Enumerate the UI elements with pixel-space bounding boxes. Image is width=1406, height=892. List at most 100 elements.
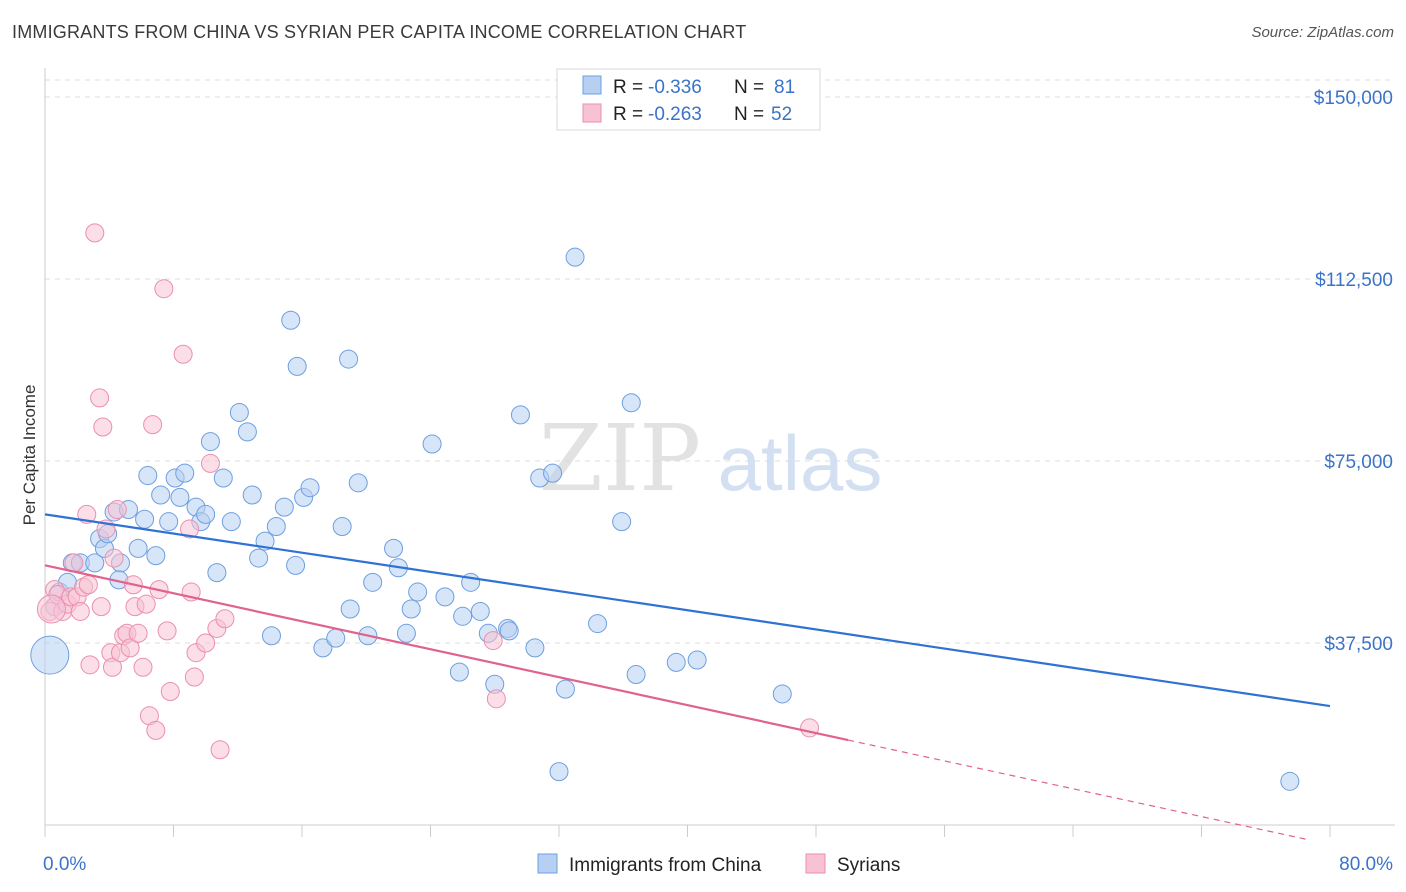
bottom-legend-label-china: Immigrants from China bbox=[569, 855, 762, 876]
china-point bbox=[621, 393, 641, 413]
china-point bbox=[453, 606, 473, 626]
syrian-point bbox=[91, 597, 111, 617]
syrian-point bbox=[184, 667, 204, 687]
syrian-point bbox=[104, 548, 124, 568]
china-point bbox=[687, 650, 707, 670]
syrian-point bbox=[196, 633, 216, 653]
china-point bbox=[384, 538, 404, 558]
china-point bbox=[401, 599, 421, 619]
china-point bbox=[510, 405, 530, 425]
trendline-syrians-extension bbox=[847, 739, 1307, 840]
legend-r-label: R = bbox=[613, 104, 643, 125]
syrian-point bbox=[85, 223, 105, 243]
china-point bbox=[249, 548, 269, 568]
china-point bbox=[286, 555, 306, 575]
syrian-point bbox=[210, 740, 230, 760]
china-point bbox=[565, 247, 585, 267]
syrian-point bbox=[173, 344, 193, 364]
series-immigrants-from-china bbox=[30, 247, 1300, 791]
grid bbox=[45, 79, 1395, 644]
china-point bbox=[261, 626, 281, 646]
china-point bbox=[200, 432, 220, 452]
china-point bbox=[449, 662, 469, 682]
china-point bbox=[666, 652, 686, 672]
china-point bbox=[499, 621, 519, 641]
y-axis-label: Per Capita Income bbox=[20, 385, 39, 526]
syrian-point bbox=[128, 623, 148, 643]
syrian-point bbox=[70, 601, 90, 621]
china-point bbox=[555, 679, 575, 699]
china-point bbox=[159, 512, 179, 532]
legend-swatch-china bbox=[582, 75, 602, 95]
china-point bbox=[266, 517, 286, 537]
china-point bbox=[772, 684, 792, 704]
china-point bbox=[237, 422, 257, 442]
syrian-point bbox=[160, 682, 180, 702]
x-tick-label: 80.0% bbox=[1339, 854, 1393, 875]
watermark-zip: ZIP bbox=[539, 405, 701, 512]
legend-n-label: N = bbox=[734, 104, 764, 125]
syrian-point bbox=[800, 718, 820, 738]
syrian-point bbox=[143, 415, 163, 435]
china-point bbox=[30, 635, 70, 675]
china-point bbox=[348, 473, 368, 493]
legend-n-value: 52 bbox=[771, 104, 792, 125]
trendline-china bbox=[44, 513, 1331, 708]
china-point bbox=[470, 601, 490, 621]
legend-swatch-syrians bbox=[582, 103, 602, 123]
china-point bbox=[626, 665, 646, 685]
legend-n-label: N = bbox=[734, 77, 764, 98]
series-legend: Immigrants from China Syrians bbox=[537, 853, 900, 876]
china-point bbox=[1280, 771, 1300, 791]
china-point bbox=[85, 553, 105, 573]
x-tick-label: 0.0% bbox=[43, 854, 86, 875]
syrian-point bbox=[486, 689, 506, 709]
syrian-point bbox=[146, 720, 166, 740]
syrian-point bbox=[36, 594, 66, 624]
x-tick-labels: 0.0% 80.0% bbox=[43, 854, 1393, 875]
bottom-legend-swatch-china bbox=[537, 853, 558, 874]
y-tick-label: $112,500 bbox=[1315, 270, 1393, 291]
trendline-syrians bbox=[44, 564, 849, 742]
china-point bbox=[196, 504, 216, 524]
syrian-point bbox=[78, 575, 98, 595]
syrian-point bbox=[90, 388, 110, 408]
syrian-point bbox=[200, 453, 220, 473]
bottom-legend-label-syrians: Syrians bbox=[837, 855, 900, 876]
china-point bbox=[146, 546, 166, 566]
syrian-point bbox=[180, 519, 200, 539]
china-point bbox=[274, 497, 294, 517]
syrian-point bbox=[120, 638, 140, 658]
axes bbox=[44, 68, 1395, 837]
china-point bbox=[435, 587, 455, 607]
china-point bbox=[138, 466, 158, 486]
china-point bbox=[525, 638, 545, 658]
syrian-point bbox=[93, 417, 113, 437]
china-point bbox=[175, 463, 195, 483]
chart-source: Source: ZipAtlas.com bbox=[1251, 24, 1394, 41]
syrian-point bbox=[157, 621, 177, 641]
y-tick-label: $75,000 bbox=[1324, 452, 1393, 473]
china-point bbox=[332, 517, 352, 537]
legend-r-value: -0.263 bbox=[648, 104, 702, 125]
legend-n-value: 81 bbox=[774, 77, 795, 98]
china-point bbox=[340, 599, 360, 619]
y-tick-label: $150,000 bbox=[1314, 88, 1393, 109]
correlation-legend: R = -0.336 N = 81 R = -0.263 N = 52 bbox=[556, 68, 821, 131]
chart-title: IMMIGRANTS FROM CHINA VS SYRIAN PER CAPI… bbox=[12, 22, 747, 42]
china-point bbox=[287, 356, 307, 376]
legend-r-value: -0.336 bbox=[648, 77, 702, 98]
bottom-legend-swatch-syrians bbox=[805, 853, 826, 874]
china-point bbox=[207, 563, 227, 583]
syrian-point bbox=[136, 594, 156, 614]
china-point bbox=[588, 614, 608, 634]
china-point bbox=[313, 638, 333, 658]
y-tick-label: $37,500 bbox=[1324, 634, 1393, 655]
china-point bbox=[151, 485, 171, 505]
syrian-point bbox=[154, 279, 174, 299]
china-point bbox=[242, 485, 262, 505]
syrian-point bbox=[107, 500, 127, 520]
trendlines bbox=[44, 513, 1331, 840]
syrian-point bbox=[133, 657, 153, 677]
